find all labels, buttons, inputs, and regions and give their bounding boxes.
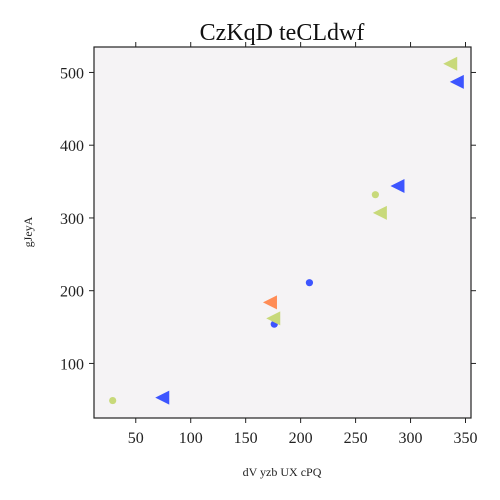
y-axis-label: gJeyA: [21, 216, 35, 247]
x-tick-label-3: 200: [289, 430, 313, 447]
chart-title: CzKqD teCLdwf: [200, 20, 365, 46]
y-tick-label-3: 400: [60, 138, 84, 155]
x-tick-label-1: 100: [179, 430, 203, 447]
data-point-s0-1: [371, 191, 379, 199]
data-points: [109, 56, 464, 405]
data-point-s2-1: [390, 178, 405, 193]
x-tick-label-5: 300: [399, 430, 423, 447]
data-point-s3-1: [372, 205, 387, 220]
data-point-s2-2: [449, 74, 464, 89]
data-point-s1-1: [305, 279, 314, 287]
y-axis-ticks: 100 200 300 400 500: [60, 65, 476, 373]
data-point-s4-0: [262, 295, 277, 310]
data-point-s2-0: [155, 390, 170, 405]
x-axis-label: dV yzb UX cPQ: [243, 465, 322, 479]
plot-background: [94, 47, 471, 418]
data-point-s0-0: [109, 396, 117, 405]
y-tick-label-4: 500: [60, 65, 84, 82]
x-axis-ticks: 50 100 150 200 250 300 350: [128, 42, 478, 447]
x-tick-label-4: 250: [344, 430, 368, 447]
data-point-s3-2: [443, 56, 458, 71]
data-point-s3-0: [266, 311, 281, 326]
y-tick-label-1: 200: [60, 284, 84, 301]
x-tick-label-6: 350: [454, 430, 478, 447]
y-tick-label-0: 100: [60, 356, 84, 373]
plot-frame: [93, 46, 472, 419]
y-tick-label-2: 300: [60, 211, 84, 228]
x-tick-label-2: 150: [234, 430, 258, 447]
x-tick-label-0: 50: [128, 430, 144, 447]
